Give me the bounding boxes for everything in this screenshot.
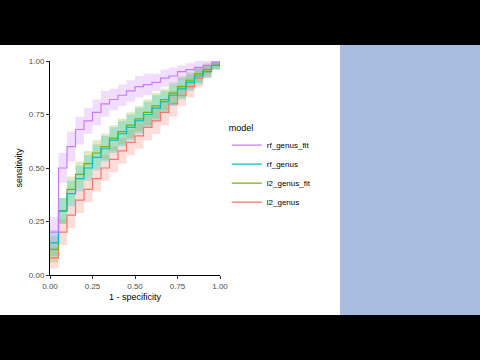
svg-text:model: model xyxy=(229,123,254,133)
svg-text:0.00: 0.00 xyxy=(42,282,58,291)
svg-text:0.50: 0.50 xyxy=(29,164,45,173)
svg-text:0.00: 0.00 xyxy=(29,271,45,280)
svg-text:0.25: 0.25 xyxy=(29,217,45,226)
svg-text:1.00: 1.00 xyxy=(29,57,45,66)
svg-text:1.00: 1.00 xyxy=(212,282,228,291)
svg-text:0.25: 0.25 xyxy=(85,282,101,291)
svg-text:1 - specificity: 1 - specificity xyxy=(109,292,162,302)
svg-text:sensitivity: sensitivity xyxy=(14,148,24,188)
svg-text:rf_genus_fit: rf_genus_fit xyxy=(267,141,310,150)
svg-text:0.75: 0.75 xyxy=(170,282,186,291)
svg-text:0.50: 0.50 xyxy=(127,282,143,291)
svg-text:rf_genus: rf_genus xyxy=(267,160,298,169)
svg-text:l2_genus: l2_genus xyxy=(267,198,299,207)
svg-text:l2_genus_fit: l2_genus_fit xyxy=(267,179,311,188)
svg-text:0.75: 0.75 xyxy=(29,110,45,119)
